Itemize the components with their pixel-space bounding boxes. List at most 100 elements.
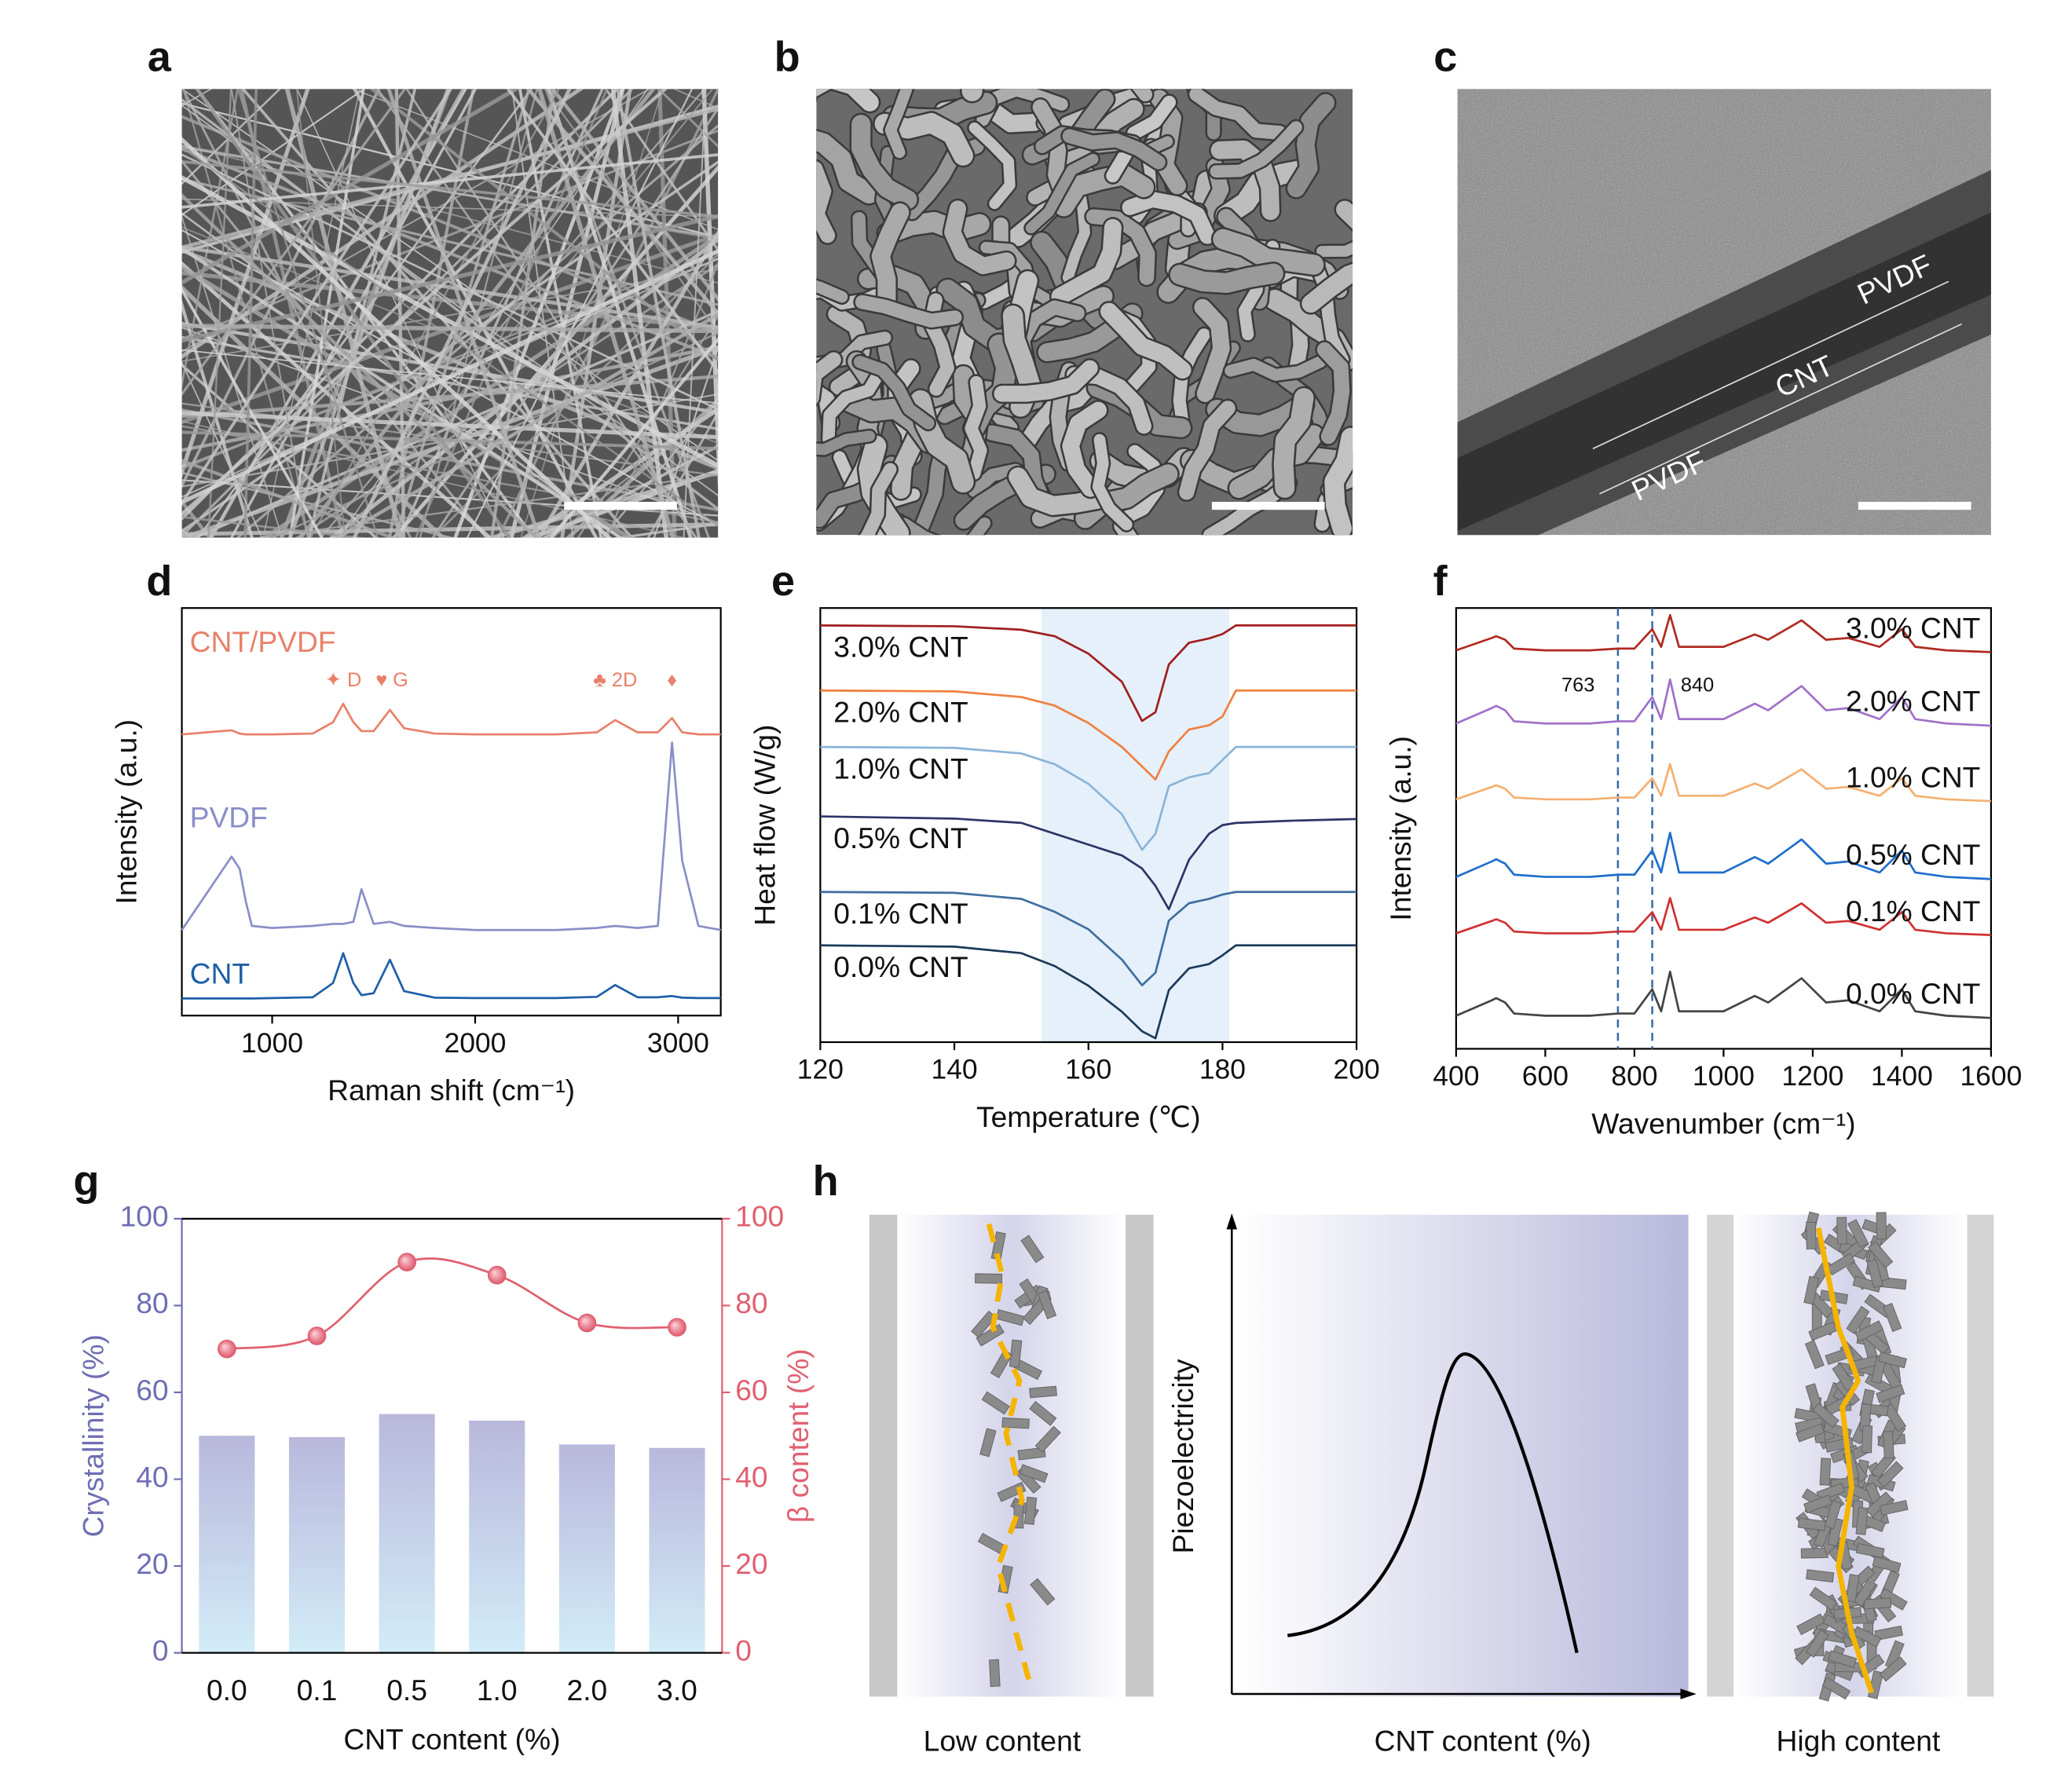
fiber xyxy=(229,89,478,538)
panel-label: e xyxy=(771,558,795,605)
fiber xyxy=(181,89,366,216)
fiber xyxy=(466,89,694,538)
x-tick-label: 120 xyxy=(797,1054,844,1085)
fiber xyxy=(182,89,309,538)
tube xyxy=(1009,467,1110,515)
series-label: 0.1% CNT xyxy=(833,897,968,930)
cnt-bundle xyxy=(1879,1499,1909,1516)
cnt-bundle xyxy=(989,1659,1001,1688)
x-tick-label: 1000 xyxy=(1693,1060,1755,1092)
fiber xyxy=(375,89,698,538)
y-axis-label: Heat flow (W/g) xyxy=(749,725,782,926)
schematic-axis-label: Piezoelectricity xyxy=(1166,1359,1199,1553)
tube xyxy=(851,115,917,210)
panel-label: g xyxy=(73,1158,99,1205)
series-label: 0.5% CNT xyxy=(833,821,968,854)
y-tick-label: 0 xyxy=(152,1633,169,1666)
tube xyxy=(994,360,1098,402)
tube xyxy=(1316,342,1350,444)
cnt-bundle xyxy=(1876,1212,1887,1240)
tube xyxy=(1287,93,1335,198)
cnt-bundle xyxy=(1883,1430,1894,1459)
fiber xyxy=(181,214,284,538)
tube-shadow xyxy=(1334,199,1353,232)
tube xyxy=(1213,229,1324,275)
x-tick-label: 800 xyxy=(1611,1060,1657,1092)
tube xyxy=(1062,129,1166,170)
fiber xyxy=(181,471,456,538)
fiber xyxy=(560,89,632,538)
y-tick-label: 40 xyxy=(136,1460,168,1493)
fiber xyxy=(181,459,397,538)
fiber xyxy=(181,89,584,359)
schematic-label: CNT content (%) xyxy=(1375,1724,1591,1757)
point xyxy=(577,1313,597,1333)
x-tick-label: 160 xyxy=(1065,1054,1111,1085)
schematic-label: High content xyxy=(1777,1724,1941,1757)
series-label: 2.0% CNT xyxy=(833,696,968,729)
y2-tick-label: 40 xyxy=(735,1460,767,1493)
cnt-bundle xyxy=(1845,1574,1860,1603)
tube xyxy=(816,280,848,303)
tube xyxy=(961,89,983,102)
series-line xyxy=(820,745,1357,851)
fiber xyxy=(181,375,719,419)
series-line xyxy=(1455,613,1991,653)
series-label: 3.0% CNT xyxy=(833,631,968,664)
cnt-bundle xyxy=(1023,1496,1038,1525)
tube xyxy=(1324,427,1353,536)
cnt-bundle xyxy=(1847,1219,1869,1249)
x-tick-label: 140 xyxy=(931,1054,977,1085)
bar xyxy=(469,1420,525,1653)
fiber xyxy=(196,89,533,538)
x-tick-label: 3000 xyxy=(647,1027,709,1059)
tube xyxy=(1316,242,1353,258)
fiber xyxy=(453,89,624,538)
tube xyxy=(1225,355,1327,381)
cnt-bundle xyxy=(1030,1578,1056,1606)
fiber xyxy=(181,248,719,505)
fiber xyxy=(181,229,719,527)
fiber xyxy=(334,312,719,538)
point xyxy=(397,1253,416,1271)
fiber xyxy=(181,153,719,411)
cnt-bundle xyxy=(1001,1417,1030,1429)
cnt-bundle xyxy=(1868,1241,1894,1269)
series-line xyxy=(1455,897,1991,937)
y2-tick-label: 100 xyxy=(735,1200,784,1233)
cnt-bundle xyxy=(1852,1626,1882,1648)
fiber xyxy=(240,89,634,538)
fiber xyxy=(191,309,719,538)
series-label: PVDF xyxy=(190,801,268,834)
fiber xyxy=(181,360,263,538)
fiber xyxy=(181,411,719,440)
x-tick-label: 1400 xyxy=(1871,1060,1933,1092)
series-line xyxy=(820,689,1357,781)
y2-tick-label: 60 xyxy=(735,1374,767,1407)
fiber xyxy=(239,89,345,538)
panel-label: d xyxy=(146,558,172,605)
series-label: 2.0% CNT xyxy=(1846,685,1980,718)
tube xyxy=(1100,302,1192,379)
fiber xyxy=(181,299,254,538)
peak-annotation: ♣ 2D xyxy=(593,669,637,691)
cnt-bundle xyxy=(1852,1275,1882,1293)
fiber xyxy=(397,89,604,538)
tube xyxy=(944,200,1016,275)
tube xyxy=(1179,401,1236,500)
fiber xyxy=(419,89,538,538)
fiber xyxy=(284,89,403,538)
series-label: 0.5% CNT xyxy=(1846,838,1980,871)
fiber xyxy=(181,515,367,538)
cnt-bundle xyxy=(1020,1235,1045,1264)
tube-shadow xyxy=(1111,516,1140,536)
cnt-bundle xyxy=(1882,1303,1902,1333)
x-tick-label: 0.0 xyxy=(207,1674,247,1707)
tube xyxy=(1062,401,1107,497)
fiber xyxy=(369,89,719,363)
series-line xyxy=(820,624,1357,723)
bar xyxy=(558,1444,615,1653)
fiber xyxy=(341,89,714,538)
fiber xyxy=(536,89,675,538)
x-axis-label: Temperature (℃) xyxy=(976,1100,1200,1133)
